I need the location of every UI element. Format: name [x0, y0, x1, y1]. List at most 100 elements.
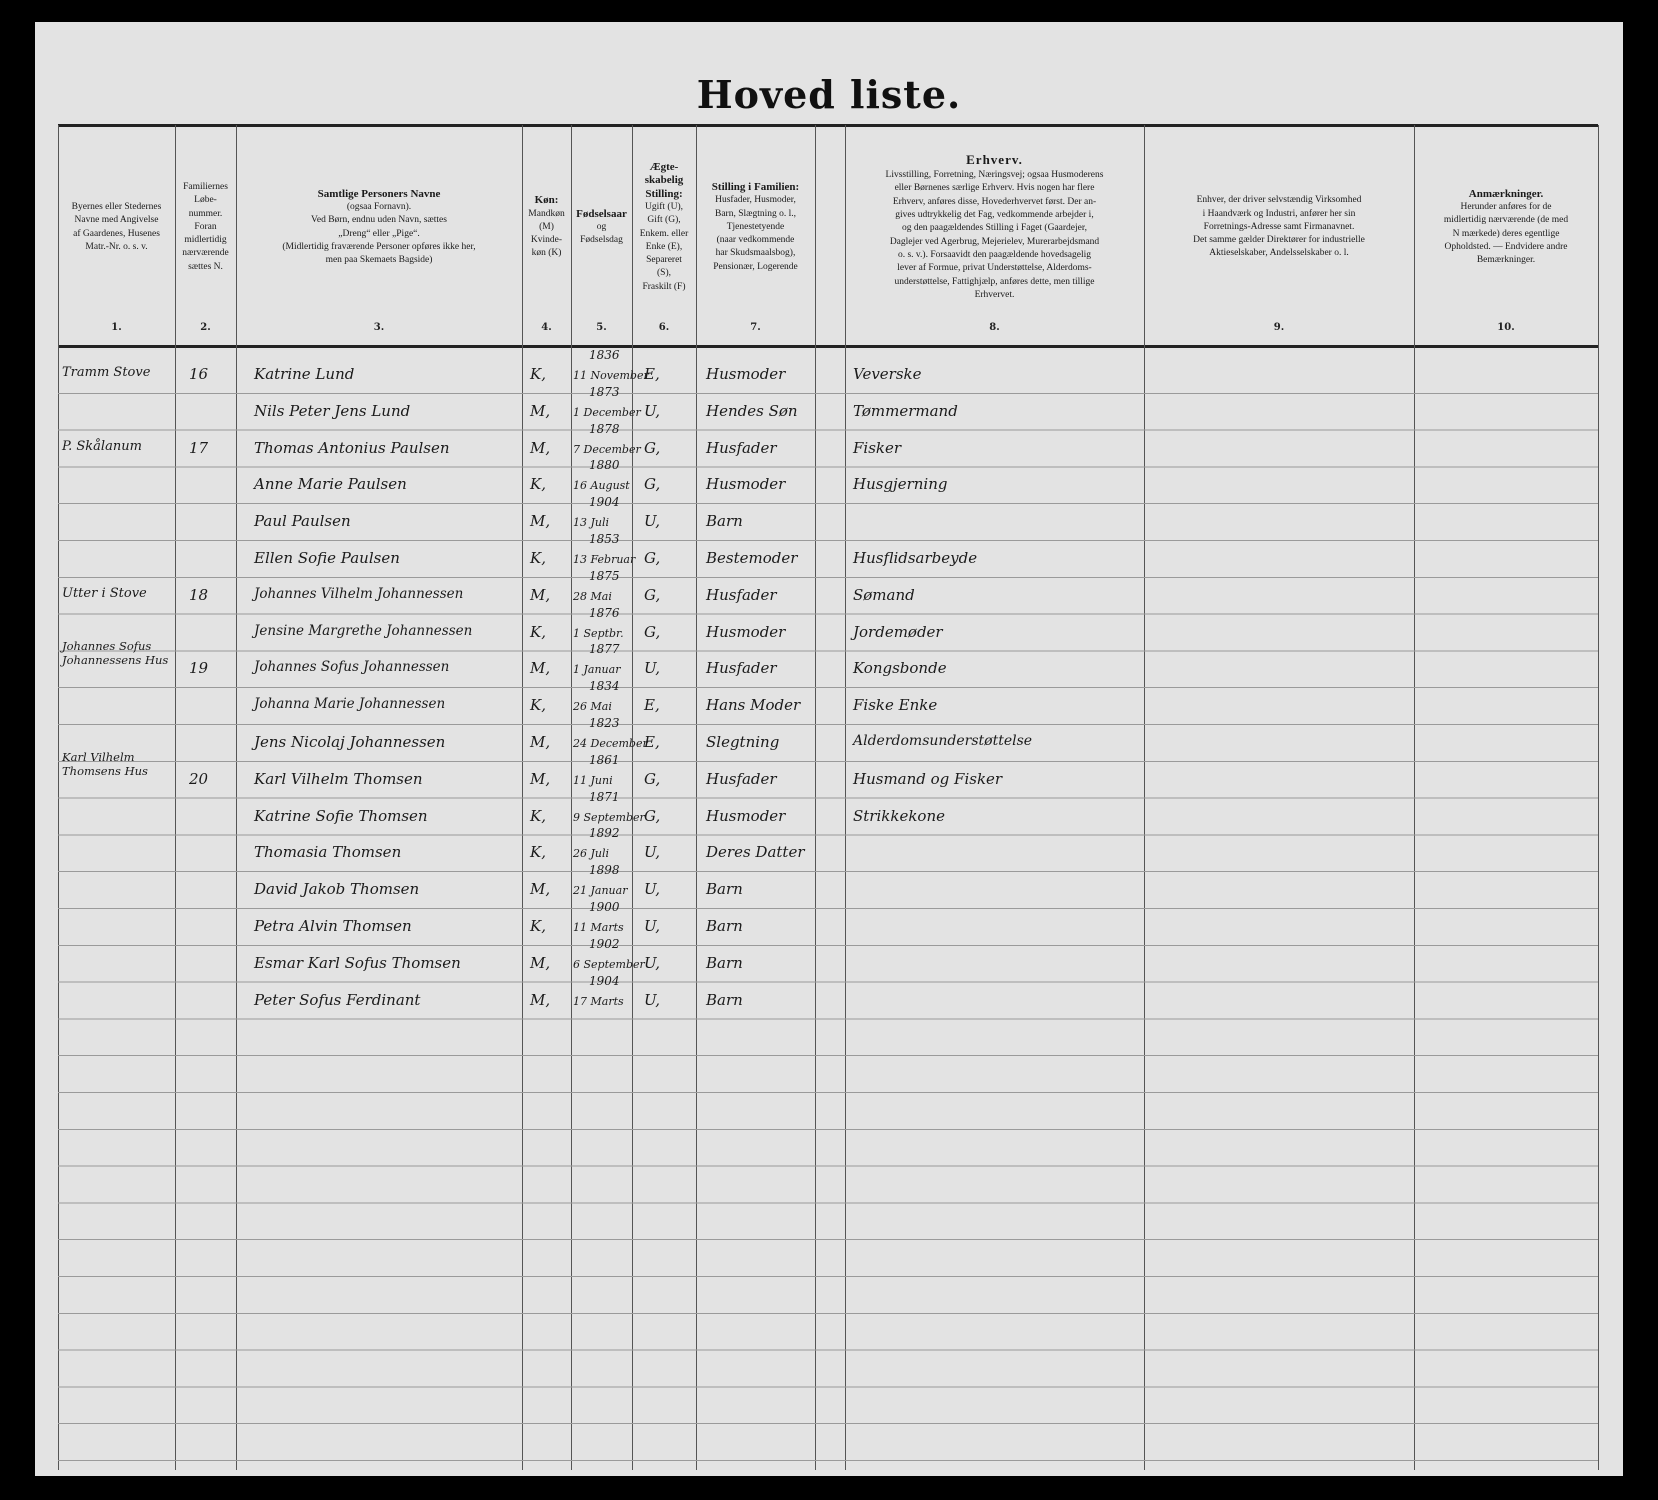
cell-occ: Husflidsarbeyde: [853, 549, 978, 567]
cell-birth-year: 1823: [589, 716, 620, 730]
column-header-line: „Dreng“ eller „Pige“.: [338, 228, 420, 239]
cell-name: Jensine Margrethe Johannessen: [254, 622, 473, 639]
cell-occ: Husgjerning: [853, 475, 948, 494]
column-header-line: Enhver, der driver selvstændig Virksomhe…: [1196, 195, 1362, 206]
cell-civil: E,: [644, 365, 660, 383]
cell-role: Husfader: [706, 659, 777, 678]
cell-role: Slegtning: [706, 733, 780, 751]
column-header-5: Fødselsaar og Fødselsdag: [573, 130, 630, 325]
column-header-line: Foran: [194, 221, 217, 232]
cell-name: Johanna Marie Johannessen: [254, 696, 446, 713]
census-table: Tramm Stove 16 Katrine Lund K, 11 November E,…: [58, 348, 1598, 1470]
cell-name: Thomasia Thomsen: [254, 843, 402, 862]
cell-day: 26 Mai: [573, 700, 612, 714]
cell-civil: G,: [644, 769, 661, 788]
cell-sex: M,: [530, 512, 551, 531]
cell-name: Paul Paulsen: [254, 512, 351, 531]
cell-civil: U,: [644, 990, 661, 1009]
cell-name: David Jakob Thomsen: [254, 880, 420, 899]
cell-birth-year: 1834: [589, 679, 620, 694]
cell-role: Husfader: [706, 769, 777, 788]
cell-day: 11 November: [573, 369, 649, 382]
cell-sex: M,: [530, 401, 551, 420]
cell-place: Johannes Sofus Johannessens Hus: [62, 639, 169, 668]
column-header-4: Køn: Mandkøn (M) Kvinde-køn (K): [524, 130, 569, 325]
cell-role: Husfader: [706, 585, 777, 604]
cell-sex: M,: [530, 733, 551, 751]
column-header-line: Erhverv, anføres disse, Hovederhvervet f…: [892, 196, 1097, 207]
cell-place: Utter i Stove: [62, 585, 147, 601]
cell-birth-year: 1898: [589, 863, 620, 878]
cell-birth-year: 1871: [589, 789, 620, 804]
column-header-line: Forretnings-Adresse samt Firmanavnet.: [1203, 221, 1355, 232]
cell-name: Nils Peter Jens Lund: [254, 401, 411, 420]
cell-day: 17 Marts: [573, 994, 624, 1008]
column-header-line: Livsstilling, Forretning, Næringsvej; og…: [885, 170, 1104, 181]
cell-role: Barn: [706, 953, 743, 972]
cell-sex: K,: [530, 843, 546, 862]
column-number: 5.: [596, 322, 607, 333]
cell-birth-year: 1876: [589, 605, 620, 620]
cell-day: 26 Juli: [573, 847, 610, 861]
cell-fam: 19: [189, 659, 209, 678]
table-row: Petra Alvin Thomsen K, 11 Marts U, Barn 1900: [58, 900, 1598, 946]
column-header-line: og den paagældendes Stilling i Faget (Ga…: [901, 223, 1088, 234]
column-header-line: (M): [539, 221, 554, 232]
cell-civil: G,: [644, 585, 661, 604]
table-row: Esmar Karl Sofus Thomsen M, 6 September U, B…: [58, 937, 1598, 983]
cell-civil: G,: [644, 549, 661, 567]
cell-civil: U,: [644, 917, 661, 935]
top-rule: [58, 124, 1598, 127]
header-rule: [58, 345, 1598, 348]
column-header-line: Bemærkninger.: [1476, 255, 1536, 266]
cell-fam: 17: [189, 438, 209, 457]
cell-day: 1 December: [573, 405, 641, 419]
column-header-line: eller Børnenes særlige Erhverv. Hvis nog…: [894, 183, 1095, 194]
cell-name: Peter Sofus Ferdinant: [254, 990, 421, 1009]
column-header-line: Ved Børn, endnu uden Navn, sættes: [311, 215, 447, 226]
cell-fam: 20: [189, 769, 209, 788]
column-header-line: Fødselsdag: [580, 235, 623, 246]
cell-sex: M,: [530, 438, 551, 457]
cell-civil: U,: [644, 843, 661, 862]
cell-fam: 16: [189, 365, 209, 383]
cell-birth-year: 1853: [589, 532, 620, 546]
column-divider: [1598, 125, 1599, 1470]
column-header-line: har Skudsmaalsbog),: [715, 248, 796, 259]
cell-sex: M,: [530, 585, 551, 604]
cell-name: Katrine Sofie Thomsen: [254, 806, 428, 825]
column-header-title: Anmærkninger.: [1468, 187, 1544, 200]
cell-civil: U,: [644, 659, 661, 678]
column-header-line: N mærkede) deres egentlige: [1452, 228, 1560, 239]
cell-sex: K,: [530, 365, 546, 383]
cell-name: Thomas Antonius Paulsen: [254, 438, 450, 457]
cell-role: Hans Moder: [706, 696, 801, 715]
cell-civil: U,: [644, 401, 661, 420]
cell-sex: M,: [530, 880, 551, 899]
cell-name: Karl Vilhelm Thomsen: [254, 769, 423, 788]
cell-sex: K,: [530, 622, 546, 641]
cell-sex: M,: [530, 769, 551, 788]
column-header-line: Kvinde-: [530, 235, 563, 246]
table-row: David Jakob Thomsen M, 21 Januar U, Barn 1898: [58, 863, 1598, 909]
page-title: Hoved liste.: [696, 72, 962, 117]
column-number: 2.: [200, 322, 211, 333]
column-header-line: o. s. v.). Forsaavidt den paagældende ho…: [897, 249, 1092, 260]
cell-civil: G,: [644, 622, 661, 641]
column-header-line: Fraskilt (F): [642, 281, 686, 292]
table-row: Anne Marie Paulsen K, 16 August G, Husmoder H…: [58, 458, 1598, 504]
column-header-line: og: [596, 221, 607, 232]
cell-role: Deres Datter: [706, 843, 805, 862]
column-header-9: Enhver, der driver selvstændig Virksomhe…: [1146, 130, 1412, 325]
cell-day: 21 Januar: [573, 884, 628, 898]
column-header-line: Gift (G),: [647, 215, 681, 226]
table-row: Tramm Stove 16 Katrine Lund K, 11 November E,…: [58, 348, 1598, 394]
column-header-line: Pensionær, Logerende: [713, 261, 798, 272]
cell-sex: M,: [530, 953, 551, 972]
cell-birth-year: 1875: [589, 568, 620, 583]
cell-fam: 18: [189, 585, 209, 604]
cell-occ: Veverske: [853, 365, 922, 383]
cell-day: 13 Juli: [573, 516, 610, 530]
column-header-line: understøttelse, Fattighjælp, anføres det…: [894, 276, 1095, 287]
column-header-line: af Gaardenes, Husenes: [73, 228, 160, 239]
